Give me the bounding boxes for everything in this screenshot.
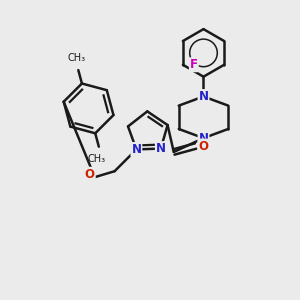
Text: N: N [199,90,208,103]
Text: N: N [156,142,166,155]
Text: CH₃: CH₃ [67,53,86,63]
Text: N: N [199,132,208,145]
Text: CH₃: CH₃ [88,154,106,164]
Text: O: O [85,168,95,181]
Text: F: F [190,58,198,71]
Text: N: N [131,143,141,156]
Text: O: O [199,140,208,152]
